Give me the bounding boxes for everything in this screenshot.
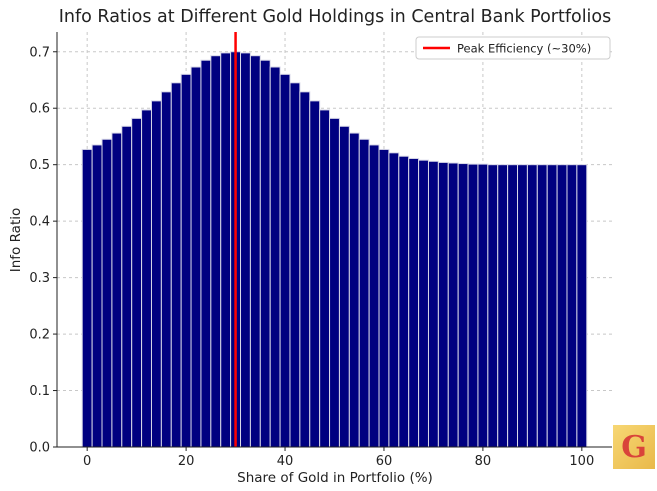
y-tick-label: 0.0 xyxy=(29,441,50,456)
bar xyxy=(467,163,479,448)
bar xyxy=(121,125,133,448)
bar xyxy=(240,52,251,448)
bar xyxy=(388,152,400,448)
bar xyxy=(170,82,182,448)
bar xyxy=(269,66,281,448)
bar xyxy=(131,117,143,448)
x-tick-label: 40 xyxy=(277,454,294,469)
x-tick-label: 0 xyxy=(83,454,91,469)
bar xyxy=(309,100,321,448)
x-tick-label: 100 xyxy=(569,454,594,469)
bar xyxy=(556,164,568,448)
bar xyxy=(220,52,232,448)
chart-title: Info Ratios at Different Gold Holdings i… xyxy=(59,7,612,27)
bar xyxy=(190,66,202,448)
y-tick-label: 0.4 xyxy=(29,215,50,230)
bar xyxy=(378,148,390,448)
bar xyxy=(279,73,291,448)
bar xyxy=(358,138,370,448)
bar xyxy=(200,59,212,448)
bar xyxy=(91,144,103,448)
y-tick-label: 0.5 xyxy=(29,158,50,173)
bar xyxy=(418,159,429,448)
bar xyxy=(497,164,509,448)
bar xyxy=(398,155,410,448)
y-tick-label: 0.7 xyxy=(29,45,50,60)
bar xyxy=(427,160,439,448)
x-axis-label: Share of Gold in Portfolio (%) xyxy=(237,470,433,486)
x-tick-label: 80 xyxy=(475,454,492,469)
bar xyxy=(210,55,222,448)
bar xyxy=(368,144,380,448)
bar xyxy=(566,164,578,448)
bar xyxy=(408,157,420,448)
bar xyxy=(289,82,301,448)
bar xyxy=(487,164,499,448)
y-tick-label: 0.6 xyxy=(29,102,50,117)
bar xyxy=(329,117,340,448)
y-axis-label: Info Ratio xyxy=(8,208,24,273)
bar xyxy=(249,55,261,448)
legend-label: Peak Efficiency (~30%) xyxy=(457,42,591,56)
bar xyxy=(348,132,360,448)
bar xyxy=(111,132,123,448)
bar xyxy=(101,138,113,448)
y-tick-label: 0.1 xyxy=(29,384,50,399)
bar xyxy=(477,163,489,448)
bar xyxy=(141,109,152,448)
bar xyxy=(338,125,350,448)
bar xyxy=(517,164,528,448)
bar xyxy=(447,162,459,448)
bar xyxy=(437,161,449,448)
bar xyxy=(81,148,93,448)
y-tick-label: 0.3 xyxy=(29,271,50,286)
logo: G xyxy=(613,425,655,469)
bar xyxy=(319,109,331,448)
legend: Peak Efficiency (~30%) xyxy=(415,36,611,60)
x-tick-label: 20 xyxy=(178,454,195,469)
bar xyxy=(526,164,538,448)
bar xyxy=(576,164,588,448)
bar xyxy=(299,91,311,448)
bar xyxy=(507,164,519,448)
bar xyxy=(259,59,271,448)
bar xyxy=(160,91,172,448)
x-tick-label: 60 xyxy=(376,454,393,469)
bar xyxy=(150,100,162,448)
bar xyxy=(180,73,192,448)
bar xyxy=(457,163,469,448)
bar xyxy=(546,164,558,448)
y-tick-label: 0.2 xyxy=(29,328,50,343)
bar xyxy=(536,164,548,448)
